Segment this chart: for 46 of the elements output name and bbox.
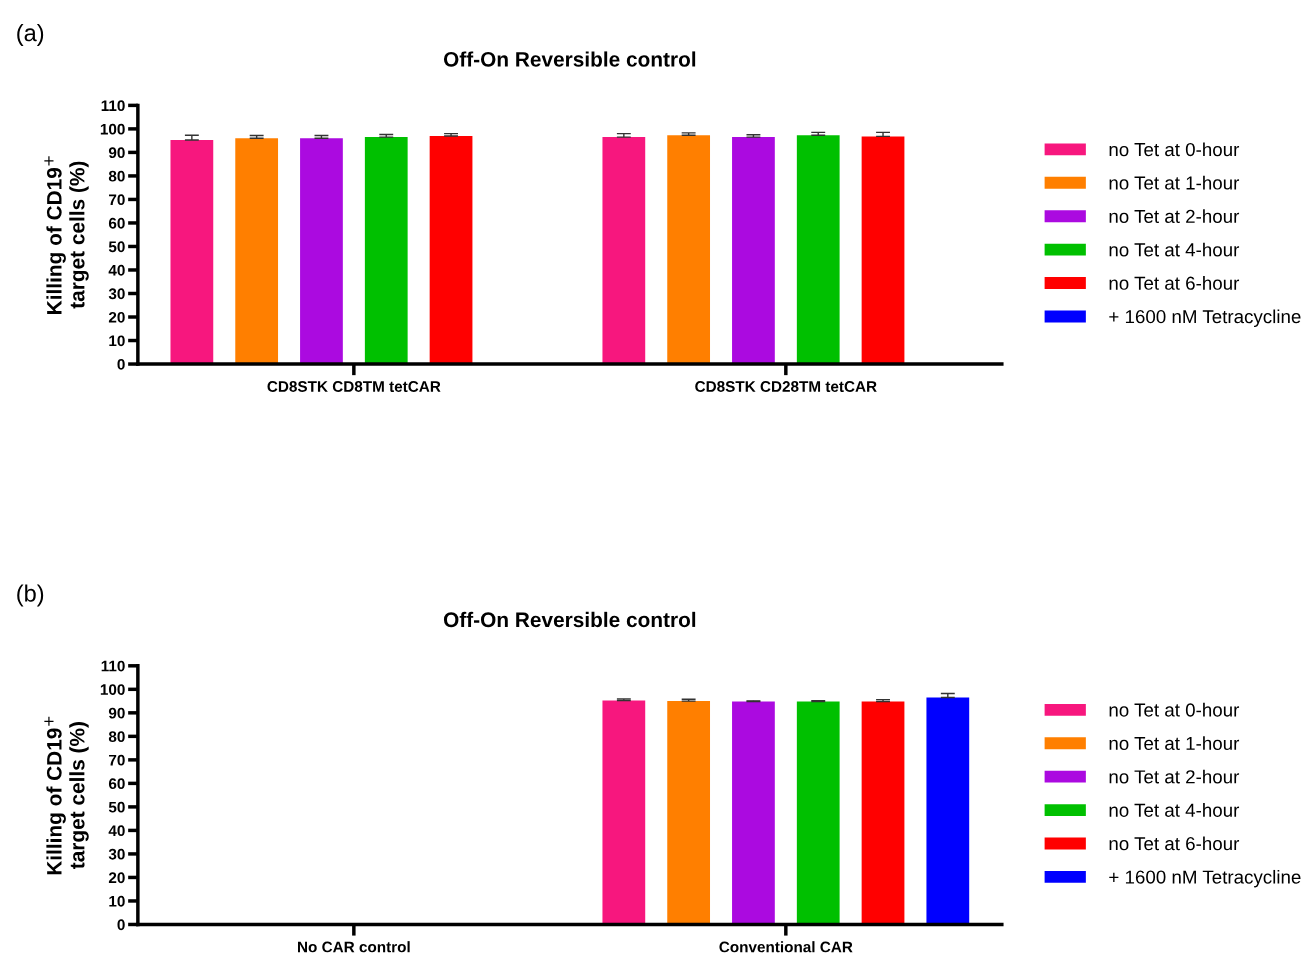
legend-label: no Tet at 2-hour <box>1109 769 1240 784</box>
legend-label: no Tet at 4-hour <box>1109 242 1240 257</box>
x-tick-label: No CAR control <box>298 941 410 953</box>
y-tick-label: 80 <box>108 170 125 182</box>
y-tick-label: 80 <box>108 731 125 743</box>
legend-label: no Tet at 1-hour <box>1109 175 1240 190</box>
legend-label: + 1600 nM Tetracycline <box>1109 309 1301 327</box>
x-tick-label: Conventional CAR <box>719 941 853 953</box>
legend-label: no Tet at 4-hour <box>1109 803 1240 817</box>
y-tick-label: 70 <box>109 194 125 206</box>
y-tick-label: 90 <box>108 707 125 719</box>
y-tick-label: 60 <box>108 778 125 790</box>
chart-title: Off-On Reversible control <box>443 611 696 628</box>
y-tick-label: 100 <box>100 123 125 135</box>
y-tick-label: 10 <box>109 335 125 347</box>
y-tick-label: 40 <box>108 264 125 276</box>
y-tick-label: 110 <box>101 660 125 672</box>
text: (b) <box>17 584 44 607</box>
y-tick-label: 0 <box>117 919 125 931</box>
legend-label: + 1600 nM Tetracycline <box>1109 869 1301 888</box>
y-tick-label: 40 <box>108 825 125 837</box>
y-tick-label: 20 <box>108 311 125 323</box>
x-tick-label: CD8STK CD28TM tetCAR <box>695 381 877 392</box>
y-tick-label: 50 <box>108 801 125 813</box>
y-tick-label: 70 <box>109 754 125 766</box>
legend-label: no Tet at 1-hour <box>1109 736 1240 751</box>
y-tick-label: 100 <box>100 684 125 696</box>
y-tick-label: 110 <box>101 100 125 112</box>
legend-label: no Tet at 2-hour <box>1109 209 1240 224</box>
text: (a) <box>17 23 44 46</box>
legend-label: no Tet at 0-hour <box>1109 142 1240 157</box>
y-tick-label: 20 <box>108 872 125 884</box>
legend-label: no Tet at 0-hour <box>1109 702 1240 717</box>
legend-label: no Tet at 6-hour <box>1109 836 1240 851</box>
y-tick-label: 60 <box>108 217 125 229</box>
y-axis-title: Killing of CD19$^{+}$ target cells (%) <box>44 716 89 875</box>
y-tick-label: 30 <box>108 848 125 860</box>
y-tick-label: 30 <box>108 288 125 300</box>
x-tick-label: CD8STK CD8TM tetCAR <box>267 381 441 392</box>
y-tick-label: 90 <box>108 147 125 159</box>
y-axis-title: Killing of CD19$^{+}$ target cells (%) <box>44 156 89 314</box>
y-tick-label: 50 <box>108 241 125 253</box>
chart-title: Off-On Reversible control <box>443 51 696 67</box>
y-tick-label: 10 <box>109 895 125 907</box>
legend-label: no Tet at 6-hour <box>1109 276 1240 290</box>
y-tick-label: 0 <box>117 358 125 370</box>
